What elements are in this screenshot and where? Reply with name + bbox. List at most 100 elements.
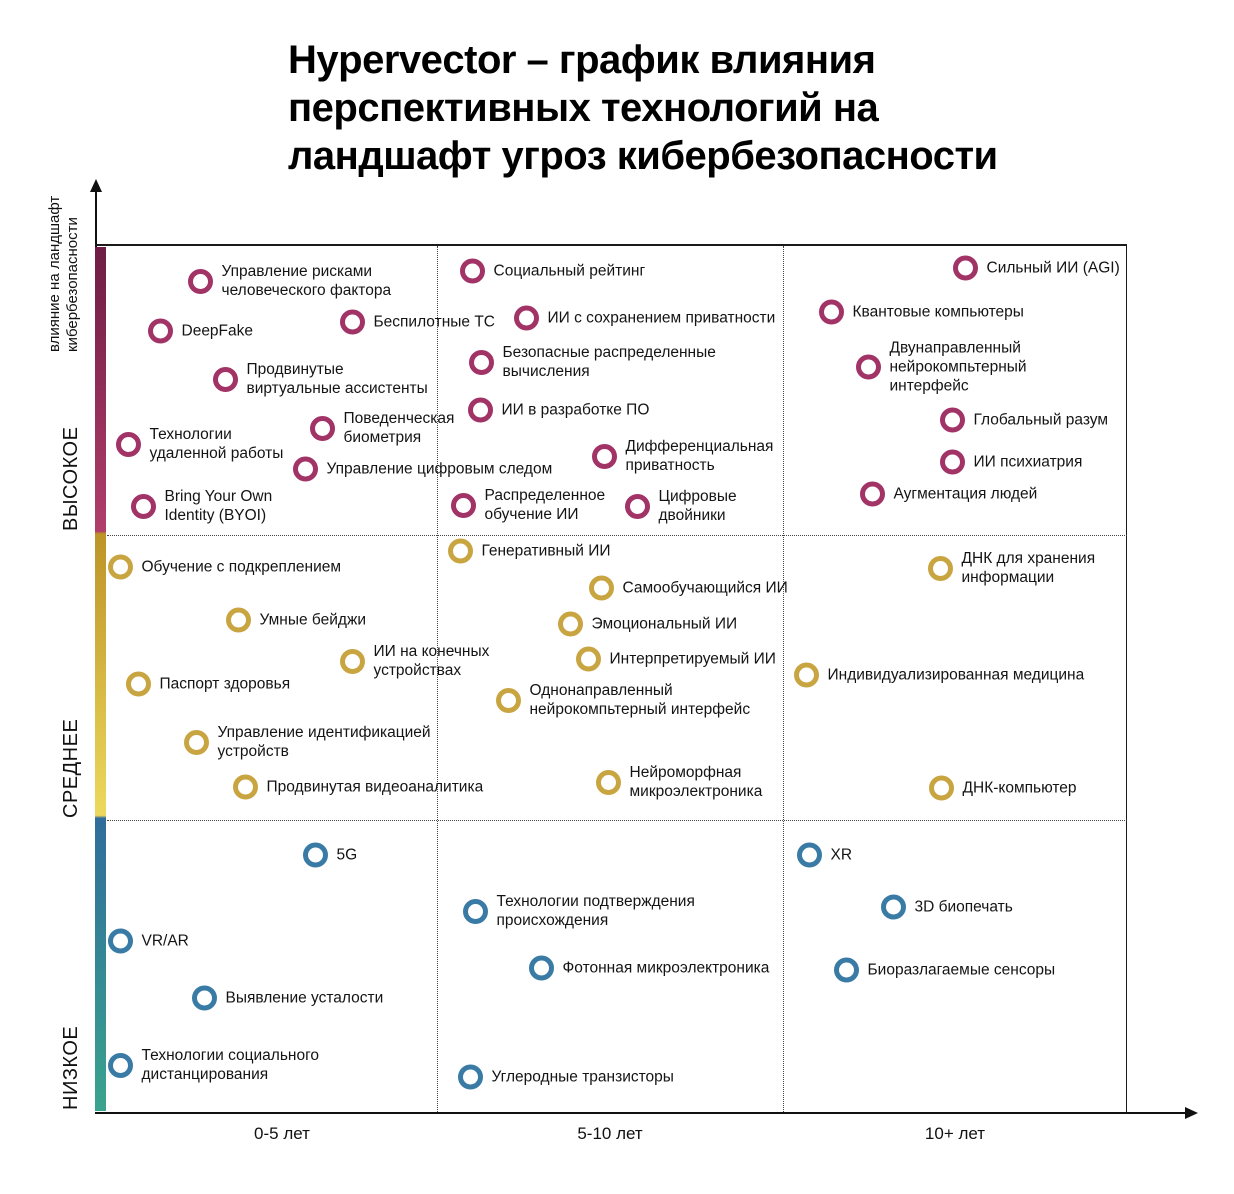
band-separator-1 xyxy=(107,535,1127,536)
point-ring-icon xyxy=(939,407,965,433)
point-label: Обучение с подкреплением xyxy=(141,558,342,576)
point-ring-icon xyxy=(212,366,238,392)
point-ring-icon xyxy=(292,456,318,482)
point-label: Фотонная микроэлектроника xyxy=(562,959,770,977)
data-point: Управление рисками человеческого фактора xyxy=(187,262,392,300)
point-ring-icon xyxy=(588,575,614,601)
point-label: Социальный рейтинг xyxy=(493,262,646,280)
point-ring-icon xyxy=(818,299,844,325)
point-label: Управление цифровым следом xyxy=(326,460,553,478)
point-label: Поведенческая биометрия xyxy=(343,410,455,446)
point-label: Генеративный ИИ xyxy=(481,542,611,560)
y-axis-label-line-1: влияние на ландшафт xyxy=(46,195,63,352)
x-tick-5-10-years: 5-10 лет xyxy=(577,1124,643,1143)
data-point: Социальный рейтинг xyxy=(459,258,646,284)
data-point: Углеродные транзисторы xyxy=(457,1064,674,1090)
point-ring-icon xyxy=(595,769,621,795)
data-point: Продвинутые виртуальные ассистенты xyxy=(212,360,428,398)
point-ring-icon xyxy=(302,842,328,868)
point-label: Технологии социального дистанцирования xyxy=(141,1047,320,1083)
data-point: Эмоциональный ИИ xyxy=(557,611,737,637)
point-ring-icon xyxy=(187,268,213,294)
data-point: Биоразлагаемые сенсоры xyxy=(833,957,1055,983)
y-axis-label: влияние на ландшафт кибербезопасности xyxy=(46,196,82,352)
chart-title: Hypervector – график влияния перспективн… xyxy=(288,36,998,180)
point-ring-icon xyxy=(462,898,488,924)
data-point: Аугментация людей xyxy=(859,481,1038,507)
point-ring-icon xyxy=(339,309,365,335)
point-label: ИИ с сохранением приватности xyxy=(547,309,776,327)
data-point: ДНК для хранения информации xyxy=(927,549,1096,587)
chart-title-line-3: ландшафт угроз кибербезопасности xyxy=(288,134,998,178)
data-point: VR/AR xyxy=(107,928,189,954)
point-ring-icon xyxy=(495,687,521,713)
point-ring-icon xyxy=(796,842,822,868)
point-ring-icon xyxy=(468,349,494,375)
point-ring-icon xyxy=(859,481,885,507)
point-ring-icon xyxy=(528,955,554,981)
point-ring-icon xyxy=(309,415,335,441)
y-axis-line xyxy=(95,190,97,247)
point-ring-icon xyxy=(130,493,156,519)
plot-top-border xyxy=(95,244,1127,246)
point-ring-icon xyxy=(591,443,617,469)
data-point: Обучение с подкреплением xyxy=(107,554,342,580)
point-ring-icon xyxy=(107,928,133,954)
point-ring-icon xyxy=(459,258,485,284)
point-ring-icon xyxy=(575,646,601,672)
data-point: XR xyxy=(796,842,852,868)
point-ring-icon xyxy=(107,554,133,580)
point-label: ДНК-компьютер xyxy=(962,779,1077,797)
x-axis-line xyxy=(95,1112,1187,1114)
point-label: Самообучающийся ИИ xyxy=(622,579,788,597)
data-point: Поведенческая биометрия xyxy=(309,409,455,447)
point-ring-icon xyxy=(833,957,859,983)
point-label: Дифференциальная приватность xyxy=(625,438,774,474)
point-label: Глобальный разум xyxy=(973,411,1109,429)
band-label-high: ВЫСОКОЕ xyxy=(60,426,82,531)
point-label: Беспилотные ТС xyxy=(373,313,495,331)
point-ring-icon xyxy=(513,305,539,331)
data-point: Умные бейджи xyxy=(225,607,366,633)
data-point: ИИ в разработке ПО xyxy=(467,397,649,423)
data-point: Дифференциальная приватность xyxy=(591,437,774,475)
y-axis-arrow-icon xyxy=(90,179,102,192)
data-point: ИИ психиатрия xyxy=(939,449,1082,475)
point-label: Технологии подтверждения происхождения xyxy=(496,893,695,929)
data-point: Сильный ИИ (AGI) xyxy=(952,255,1120,281)
point-label: Интерпретируемый ИИ xyxy=(609,650,776,668)
x-tick-0-5-years: 0-5 лет xyxy=(254,1124,310,1143)
point-label: 3D биопечать xyxy=(914,898,1013,916)
point-label: Распределенное обучение ИИ xyxy=(484,487,606,523)
point-label: Управление рисками человеческого фактора xyxy=(221,263,392,299)
point-label: Аугментация людей xyxy=(893,485,1038,503)
point-label: Сильный ИИ (AGI) xyxy=(986,259,1120,277)
point-label: DeepFake xyxy=(181,322,254,340)
point-label: ДНК для хранения информации xyxy=(961,550,1096,586)
band-label-medium: СРЕДНЕЕ xyxy=(60,718,82,818)
point-label: VR/AR xyxy=(141,932,189,950)
data-point: Управление цифровым следом xyxy=(292,456,553,482)
data-point: Глобальный разум xyxy=(939,407,1109,433)
data-point: Цифровые двойники xyxy=(624,487,737,525)
x-axis-arrow-icon xyxy=(1185,1106,1198,1119)
point-label: Квантовые компьютеры xyxy=(852,303,1024,321)
point-ring-icon xyxy=(467,397,493,423)
column-separator-2 xyxy=(783,246,784,1112)
point-ring-icon xyxy=(450,492,476,518)
band-separator-2 xyxy=(107,820,1127,821)
point-ring-icon xyxy=(939,449,965,475)
point-label: Паспорт здоровья xyxy=(159,675,291,693)
point-ring-icon xyxy=(115,431,141,457)
data-point: Продвинутая видеоаналитика xyxy=(232,774,483,800)
data-point: Однонаправленный нейрокомпьтерный интерф… xyxy=(495,681,750,719)
point-ring-icon xyxy=(952,255,978,281)
data-point: Фотонная микроэлектроника xyxy=(528,955,770,981)
data-point: Технологии социального дистанцирования xyxy=(107,1046,320,1084)
data-point: Bring Your Own Identity (BYOI) xyxy=(130,487,272,525)
point-label: Безопасные распределенные вычисления xyxy=(502,344,716,380)
data-point: Двунаправленный нейрокомпьтерный интерфе… xyxy=(855,339,1027,396)
data-point: Технологии удаленной работы xyxy=(115,425,283,463)
point-label: Нейроморфная микроэлектроника xyxy=(629,764,763,800)
